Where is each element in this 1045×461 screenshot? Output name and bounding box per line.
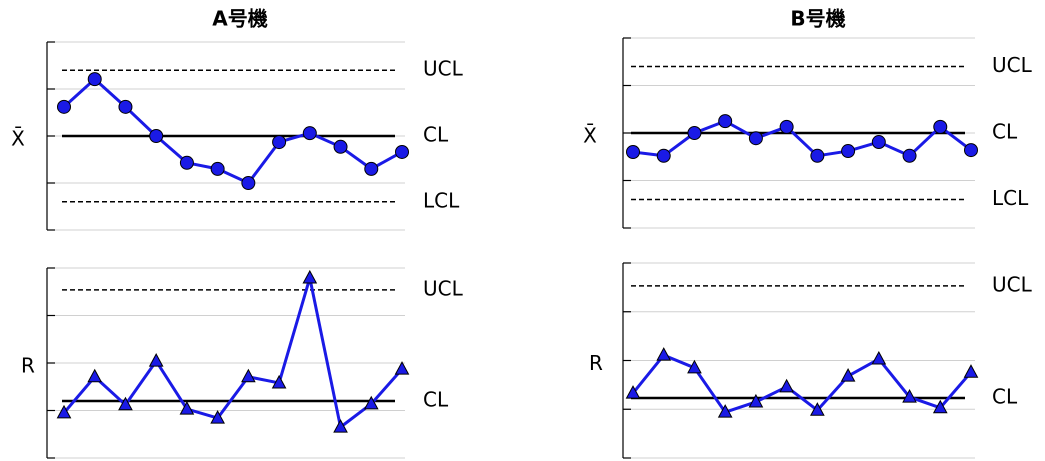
triangle-marker [394,361,410,375]
control-limit-label: UCL [423,57,464,81]
control-limit-label: CL [992,120,1018,144]
circle-marker [179,155,194,170]
circle-marker [272,135,287,150]
data-line [632,119,972,158]
triangle-marker [179,401,195,415]
circle-marker [626,145,640,159]
circle-marker [964,143,978,158]
triangle-marker [656,347,672,361]
circle-marker [656,148,671,163]
circle-marker [364,161,379,176]
control-limit-label: CL [423,388,449,412]
control-limit-label: LCL [423,188,460,212]
circle-marker [841,144,856,159]
circle-marker [810,148,825,163]
chart-title: B号機 [790,7,845,31]
triangle-marker [932,399,948,414]
triangle-marker [302,269,318,284]
circle-marker [241,176,256,190]
triangle-marker [118,396,133,411]
circle-marker [933,119,948,134]
circle-marker [902,148,917,163]
circle-marker [333,139,348,154]
triangle-marker [210,410,225,424]
data-line [62,276,404,429]
circle-marker [57,99,71,114]
triangle-marker [717,404,733,418]
data-line [631,353,973,414]
circle-marker [779,119,794,134]
triangle-marker [625,385,641,399]
control-limit-label: UCL [992,53,1033,77]
triangle-marker [363,395,379,410]
triangle-marker [87,368,103,383]
triangle-marker [871,350,887,365]
chart-title: A号機 [212,7,267,31]
triangle-marker [779,378,794,393]
circle-marker [118,99,133,114]
triangle-marker [56,404,72,419]
triangle-marker [148,353,164,367]
circle-marker [87,72,102,87]
circle-marker [210,161,225,176]
circle-marker [871,135,886,150]
circle-marker [149,129,164,143]
data-line [62,77,403,185]
control-limit-label: UCL [423,276,464,300]
y-axis-label: R [21,354,35,378]
triangle-marker [271,374,287,389]
triangle-marker [333,419,348,433]
triangle-marker [748,393,764,408]
control-limit-label: UCL [992,272,1033,296]
triangle-marker [241,368,256,383]
triangle-marker [902,389,917,403]
control-limit-label: CL [423,123,449,147]
triangle-marker [840,368,856,382]
circle-marker [748,131,763,146]
triangle-marker [687,359,702,374]
circle-marker [395,144,409,159]
triangle-marker [963,364,979,378]
circle-marker [302,126,317,141]
circle-marker [718,114,733,129]
control-limit-label: LCL [992,186,1029,210]
y-axis-label: X̄ [583,123,597,148]
y-axis-label: X̄ [11,126,25,151]
triangle-marker [810,402,825,416]
circle-marker [687,126,702,140]
control-limit-label: CL [992,385,1018,409]
y-axis-label: R [589,351,603,375]
